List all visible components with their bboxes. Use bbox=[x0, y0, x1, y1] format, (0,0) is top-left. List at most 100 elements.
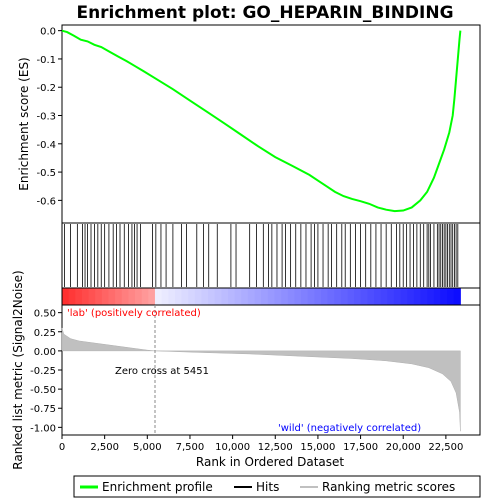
band-segment bbox=[287, 288, 295, 305]
legend-hits-label: Hits bbox=[256, 480, 279, 494]
band-segment bbox=[433, 288, 441, 305]
chart-title: Enrichment plot: GO_HEPARIN_BINDING bbox=[76, 3, 453, 23]
band-segment bbox=[221, 288, 229, 305]
ranking-y-tick-label: -0.25 bbox=[30, 366, 56, 377]
legend-ranking-label: Ranking metric scores bbox=[322, 480, 455, 494]
band-segment bbox=[88, 288, 96, 305]
band-segment bbox=[68, 288, 76, 305]
band-segment bbox=[208, 288, 216, 305]
band-segment bbox=[301, 288, 309, 305]
ranking-color-band bbox=[62, 288, 461, 305]
ranking-y-axis-label: Ranked list metric (Signal2Noise) bbox=[11, 270, 25, 469]
band-segment bbox=[320, 288, 329, 305]
x-tick-label: 22,500 bbox=[428, 442, 463, 453]
enrichment-y-tick-label: -0.1 bbox=[36, 55, 56, 66]
x-tick-label: 20,000 bbox=[386, 442, 421, 453]
band-segment bbox=[367, 288, 375, 305]
enrichment-panel bbox=[61, 24, 481, 224]
band-segment bbox=[241, 288, 249, 305]
ranking-y-tick-label: -0.50 bbox=[30, 385, 56, 396]
ranking-y-axis: 0.50 0.25 0.00 -0.25 -0.50 -0.75 -1.00 bbox=[30, 309, 62, 434]
band-segment bbox=[194, 288, 202, 305]
enrichment-y-axis-label: Enrichment score (ES) bbox=[17, 57, 31, 190]
enrichment-y-tick-label: -0.6 bbox=[36, 196, 56, 207]
band-segment bbox=[75, 288, 83, 305]
band-segment bbox=[340, 288, 349, 305]
band-segment bbox=[387, 288, 395, 305]
x-tick-label: 12,500 bbox=[258, 442, 293, 453]
x-tick-label: 5,000 bbox=[133, 442, 162, 453]
enrichment-y-tick-label: -0.5 bbox=[36, 168, 56, 179]
x-tick-label: 17,500 bbox=[343, 442, 378, 453]
legend: Enrichment profile Hits Ranking metric s… bbox=[73, 475, 481, 498]
band-segment bbox=[453, 288, 461, 305]
ranking-panel bbox=[61, 304, 481, 436]
band-segment bbox=[101, 288, 109, 305]
legend-frame bbox=[73, 475, 481, 498]
band-segment bbox=[135, 288, 143, 305]
ranking-y-tick-label: 0.00 bbox=[34, 347, 56, 358]
x-axis: 0 2,500 5,000 7,500 10,000 12,500 15,000 17,500… bbox=[59, 435, 463, 453]
band-segment bbox=[247, 288, 256, 305]
band-segment bbox=[121, 288, 129, 305]
band-segment bbox=[81, 288, 90, 305]
x-tick-label: 7,500 bbox=[176, 442, 205, 453]
positive-label: 'lab' (positively correlated) bbox=[67, 308, 201, 319]
band-segment bbox=[188, 288, 196, 305]
band-segment bbox=[380, 288, 388, 305]
band-segment bbox=[400, 288, 408, 305]
band-segment bbox=[227, 288, 236, 305]
x-tick-label: 10,000 bbox=[215, 442, 250, 453]
band-segment bbox=[115, 288, 123, 305]
band-segment bbox=[360, 288, 368, 305]
band-segment bbox=[108, 288, 116, 305]
band-segment bbox=[148, 288, 156, 305]
band-segment bbox=[393, 288, 402, 305]
x-tick-label: 15,000 bbox=[300, 442, 335, 453]
band-segment bbox=[307, 288, 315, 305]
band-segment bbox=[214, 288, 222, 305]
band-segment bbox=[420, 288, 428, 305]
band-segment bbox=[374, 288, 382, 305]
band-segment bbox=[154, 288, 163, 305]
band-segment bbox=[354, 288, 362, 305]
enrichment-y-tick-label: -0.4 bbox=[36, 140, 56, 151]
ranking-y-tick-label: -1.00 bbox=[30, 423, 56, 434]
negative-label: 'wild' (negatively correlated) bbox=[278, 423, 421, 434]
ranking-y-tick-label: 0.25 bbox=[34, 328, 56, 339]
band-segment bbox=[407, 288, 415, 305]
band-segment bbox=[267, 288, 275, 305]
band-segment bbox=[447, 288, 455, 305]
band-segment bbox=[161, 288, 169, 305]
band-segment bbox=[181, 288, 189, 305]
band-segment bbox=[254, 288, 262, 305]
legend-enrichment-label: Enrichment profile bbox=[102, 480, 213, 494]
enrichment-y-tick-label: -0.3 bbox=[36, 112, 56, 123]
hits-marks bbox=[64, 224, 459, 287]
band-segment bbox=[274, 288, 282, 305]
band-segment bbox=[234, 288, 242, 305]
ranking-metric-area bbox=[61, 327, 461, 432]
x-tick-label: 2,500 bbox=[90, 442, 119, 453]
band-segment bbox=[141, 288, 149, 305]
band-segment bbox=[201, 288, 209, 305]
band-segment bbox=[174, 288, 183, 305]
x-axis-label: Rank in Ordered Dataset bbox=[196, 455, 344, 469]
zero-cross-label: Zero cross at 5451 bbox=[115, 366, 209, 377]
ranking-y-tick-label: -0.75 bbox=[30, 404, 56, 415]
band-segment bbox=[440, 288, 448, 305]
band-segment bbox=[261, 288, 269, 305]
enrichment-profile-line bbox=[61, 29, 462, 213]
band-segment bbox=[334, 288, 342, 305]
band-segment bbox=[413, 288, 422, 305]
band-segment bbox=[168, 288, 176, 305]
band-segment bbox=[62, 288, 70, 305]
ranking-y-tick-label: 0.50 bbox=[34, 309, 56, 320]
band-segment bbox=[327, 288, 335, 305]
x-tick-label: 0 bbox=[59, 442, 65, 453]
band-segment bbox=[95, 288, 103, 305]
hits-panel bbox=[61, 222, 481, 289]
enrichment-y-tick-label: 0.0 bbox=[40, 27, 56, 38]
band-segment bbox=[427, 288, 435, 305]
